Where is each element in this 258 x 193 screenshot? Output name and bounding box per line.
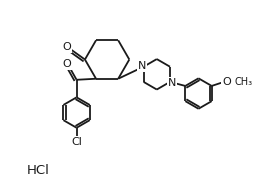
Text: CH₃: CH₃ (235, 77, 253, 87)
Text: O: O (222, 77, 231, 87)
Text: HCl: HCl (27, 164, 50, 177)
Text: N: N (138, 61, 146, 71)
Text: O: O (63, 42, 71, 52)
Text: Cl: Cl (71, 136, 82, 146)
Text: N: N (167, 78, 176, 88)
Text: O: O (62, 59, 71, 69)
